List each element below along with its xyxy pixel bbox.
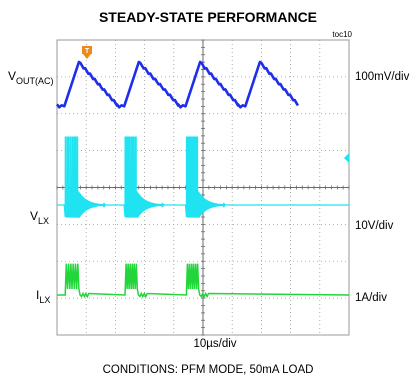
vlx-channel-label: VLX bbox=[30, 209, 49, 226]
svg-text:T: T bbox=[85, 48, 90, 55]
vout-trace bbox=[55, 60, 300, 109]
ilx-channel-label: ILX bbox=[36, 288, 50, 305]
vout-scale-label: 100mV/div bbox=[355, 71, 410, 83]
ilx-scale-label: 1A/div bbox=[355, 292, 387, 304]
vlx-trace bbox=[57, 136, 349, 218]
x-axis-scale-label: 10µs/div bbox=[193, 338, 236, 350]
channel-offset-marker bbox=[344, 153, 349, 163]
conditions-caption: CONDITIONS: PFM MODE, 50mA LOAD bbox=[103, 364, 314, 376]
vout-channel-label: VOUT(AC) bbox=[8, 69, 54, 86]
chart-title: STEADY-STATE PERFORMANCE bbox=[99, 9, 317, 25]
vlx-scale-label: 10V/div bbox=[355, 220, 394, 232]
trigger-marker: T bbox=[82, 46, 92, 59]
figure-id: toc10 bbox=[332, 30, 352, 39]
ilx-trace bbox=[57, 263, 350, 299]
plot-grid bbox=[56, 39, 350, 336]
